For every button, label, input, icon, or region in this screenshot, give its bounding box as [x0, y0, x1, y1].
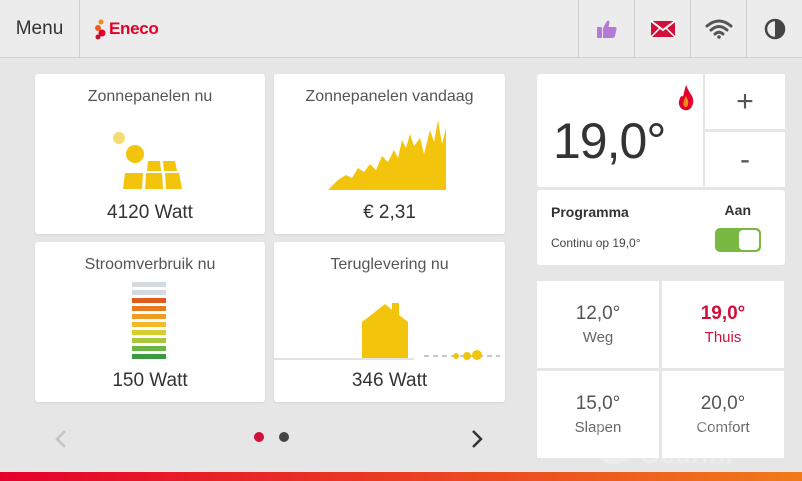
mail-icon: [649, 20, 676, 38]
tile-title: Stroomverbruik nu: [84, 256, 216, 273]
solar-panel-icon: [113, 132, 182, 189]
preset-value: 15,0°: [575, 393, 621, 414]
program-toggle[interactable]: [715, 228, 761, 252]
tile-consumption[interactable]: Stroomverbruik nu 150 Watt: [35, 242, 265, 402]
consumption-level-meter: [132, 282, 166, 359]
tile-solar-today[interactable]: Zonnepanelen vandaag € 2,31: [274, 74, 505, 234]
thermostat-display: 19,0°: [537, 74, 703, 187]
increase-temperature-button[interactable]: +: [705, 74, 785, 129]
program-state: Aan: [724, 202, 751, 218]
tile-title: Zonnepanelen vandaag: [305, 88, 474, 105]
chevron-right-icon: [472, 430, 483, 448]
previous-page-button[interactable]: [46, 424, 76, 454]
thumbs-up-icon: [596, 20, 617, 38]
top-bar: Menu Eneco: [0, 0, 802, 58]
next-page-button[interactable]: [462, 424, 492, 454]
eneco-flame-icon: [95, 19, 106, 40]
preset-value: 19,0°: [700, 303, 746, 324]
preset-label: Comfort: [696, 419, 750, 436]
preset-slapen[interactable]: 15,0° Slapen: [537, 371, 659, 458]
preset-label: Slapen: [574, 419, 622, 436]
tile-title: Teruglevering nu: [330, 256, 449, 273]
preset-label: Weg: [582, 329, 614, 346]
brand-logo: Eneco: [94, 16, 159, 42]
menu-label: Menu: [15, 18, 64, 39]
tile-value: 4120 Watt: [107, 202, 193, 223]
chevron-left-icon: [55, 430, 66, 448]
tile-value: € 2,31: [363, 202, 416, 223]
tile-value: 346 Watt: [351, 370, 428, 391]
menu-button[interactable]: Menu: [0, 0, 80, 58]
program-label: Programma: [551, 204, 629, 220]
program-description: Continu op 19,0°: [551, 236, 641, 250]
watermark-text: Gadget Gear.nl: [640, 411, 736, 469]
brand-name: Eneco: [109, 19, 159, 38]
display-mode-button[interactable]: [746, 0, 802, 58]
plus-label: +: [736, 84, 754, 118]
thumbs-up-button[interactable]: [578, 0, 634, 58]
page-indicator-2[interactable]: [279, 432, 289, 442]
tile-feed-in[interactable]: Teruglevering nu 346 Watt: [274, 242, 505, 402]
preset-weg[interactable]: 12,0° Weg: [537, 281, 659, 368]
decrease-temperature-button[interactable]: -: [705, 132, 785, 187]
bottom-accent-bar: [0, 472, 802, 481]
watermark: Gadget Gear.nl: [590, 410, 790, 472]
preset-comfort[interactable]: 20,0° Comfort: [662, 371, 784, 458]
tile-title: Zonnepanelen nu: [87, 88, 213, 105]
tile-solar-now[interactable]: Zonnepanelen nu 4120 Watt: [35, 74, 265, 234]
solar-yield-graph: [328, 120, 446, 190]
watermark-gear-icon: [592, 418, 638, 464]
tile-value: 150 Watt: [112, 370, 188, 391]
mail-button[interactable]: [634, 0, 690, 58]
preset-thuis[interactable]: 19,0° Thuis: [662, 281, 784, 368]
flame-icon: [678, 85, 694, 111]
program-panel: Programma Aan Continu op 19,0°: [537, 190, 785, 265]
minus-label: -: [740, 142, 750, 176]
preset-label: Thuis: [704, 329, 742, 346]
page-indicator-1[interactable]: [254, 432, 264, 442]
current-temperature: 19,0°: [553, 113, 666, 169]
feed-in-house-icon: [274, 303, 500, 360]
contrast-icon: [764, 18, 785, 40]
toggle-knob: [739, 230, 759, 250]
preset-value: 12,0°: [575, 303, 621, 324]
wifi-button[interactable]: [690, 0, 746, 58]
preset-value: 20,0°: [700, 393, 746, 414]
wifi-icon: [705, 19, 732, 39]
